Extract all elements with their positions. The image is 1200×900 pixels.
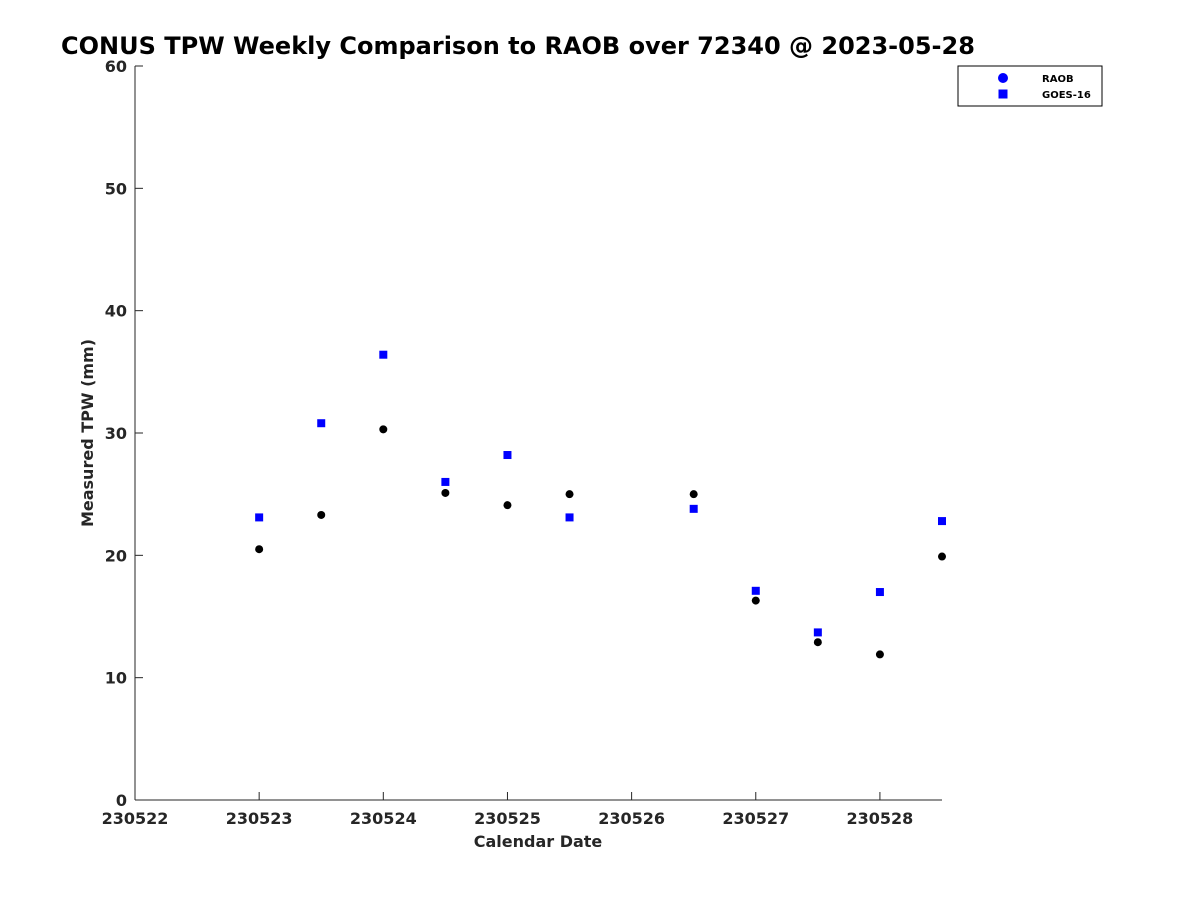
x-tick-label: 230522: [102, 809, 169, 828]
x-tick-label: 230528: [847, 809, 914, 828]
legend: RAOB GOES-16: [957, 65, 1103, 107]
point-raob: [938, 552, 946, 561]
legend-box: [957, 65, 1103, 107]
point-raob: [689, 490, 698, 499]
chart-title: CONUS TPW Weekly Comparison to RAOB over…: [61, 32, 975, 60]
point-raob: [255, 545, 264, 554]
y-ticks: 0 10 20 30 40 50 60: [105, 57, 143, 810]
y-tick-label: 10: [105, 669, 127, 688]
y-tick-label: 30: [105, 424, 127, 443]
x-tick-label: 230527: [722, 809, 789, 828]
point-raob: [441, 488, 450, 497]
x-tick-label: 230523: [226, 809, 293, 828]
point-raob: [813, 638, 822, 647]
point-goes16: [317, 419, 326, 428]
y-tick-label: 60: [105, 57, 127, 76]
legend-label-goes16: GOES-16: [1042, 90, 1091, 101]
y-tick-label: 20: [105, 546, 127, 565]
y-tick-label: 50: [105, 179, 127, 198]
point-raob: [751, 596, 760, 605]
point-raob: [565, 490, 574, 499]
point-goes16: [441, 477, 450, 486]
point-goes16: [751, 586, 760, 595]
legend-marker-raob: [998, 73, 1008, 83]
point-goes16: [255, 513, 264, 522]
point-raob: [875, 650, 884, 659]
legend-marker-goes16: [998, 89, 1008, 99]
point-raob: [503, 501, 512, 510]
y-tick-label: 0: [116, 791, 127, 810]
point-goes16: [565, 513, 574, 522]
point-goes16: [813, 628, 822, 637]
y-tick-label: 40: [105, 302, 127, 321]
point-goes16: [503, 451, 512, 460]
data-points: [255, 350, 946, 659]
x-tick-label: 230525: [474, 809, 541, 828]
legend-label-raob: RAOB: [1042, 74, 1074, 85]
point-goes16: [689, 504, 698, 513]
x-ticks: 230522 230523 230524 230525 230526 230527 2305…: [102, 792, 914, 828]
x-tick-label: 230526: [598, 809, 665, 828]
x-tick-label: 230524: [350, 809, 417, 828]
y-axis-label: Measured TPW (mm): [78, 339, 97, 527]
point-raob: [379, 425, 388, 434]
point-goes16: [379, 350, 388, 359]
point-raob: [317, 510, 326, 519]
point-goes16: [938, 517, 946, 526]
x-axis-label: Calendar Date: [474, 832, 603, 851]
point-goes16: [875, 588, 884, 597]
plot-axes: [134, 66, 942, 801]
